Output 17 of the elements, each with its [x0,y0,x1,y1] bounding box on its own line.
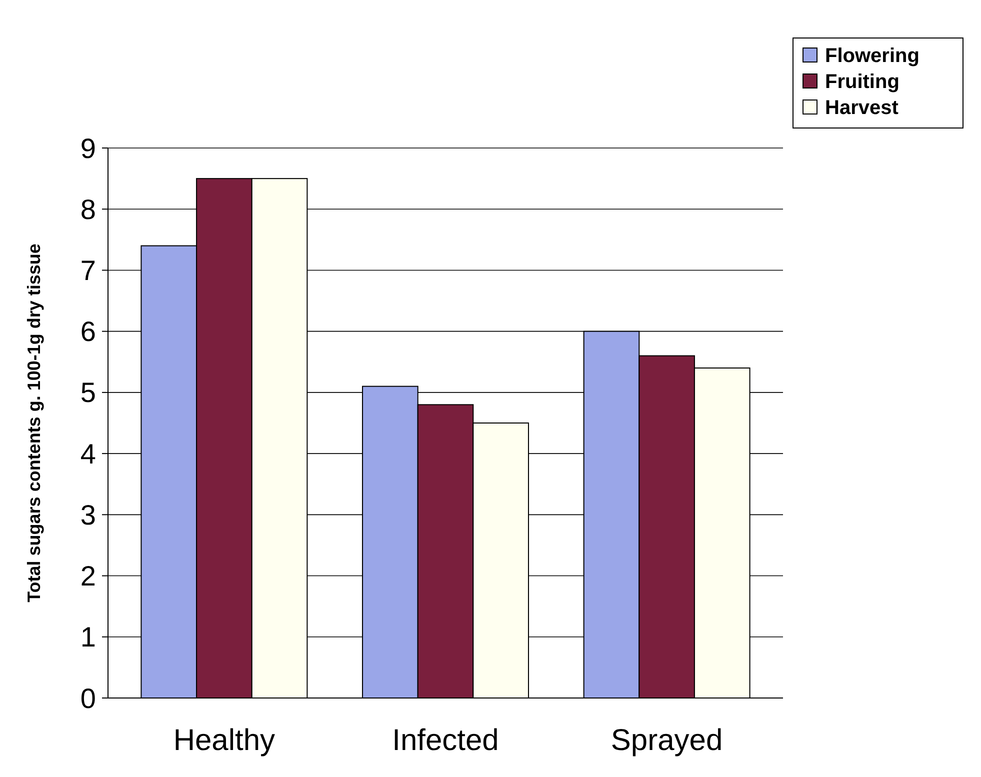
y-tick-label: 1 [80,622,96,653]
legend-label: Harvest [825,97,899,119]
y-tick-label: 8 [80,194,96,225]
y-tick-label: 2 [80,560,96,592]
x-tick-label: Infected [392,724,499,757]
y-tick-label: 0 [80,682,96,714]
y-tick-label: 5 [80,377,96,408]
y-tick-label: 9 [80,132,96,164]
y-tick-label: 4 [80,438,96,470]
y-axis-title: Total sugars contents g. 100-1g dry tissue [24,244,44,602]
legend-label: Fruiting [825,71,900,93]
x-tick-label: Sprayed [610,724,723,757]
y-tick-label: 6 [80,316,96,348]
legend-label: Flowering [825,45,920,67]
y-tick-label: 3 [80,499,96,530]
x-tick-label: Healthy [173,724,276,757]
y-tick-label: 7 [80,255,96,286]
